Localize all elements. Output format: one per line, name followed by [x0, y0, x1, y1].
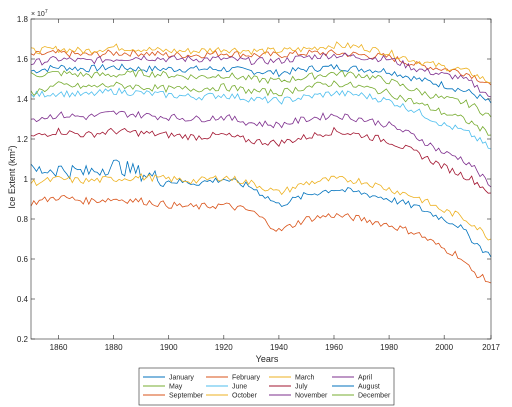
series-line-august — [30, 159, 492, 258]
x-tick-label: 1980 — [380, 343, 398, 352]
series-layer — [30, 41, 492, 284]
legend-item-april: April — [332, 375, 372, 382]
legend-item-november: November — [269, 393, 328, 400]
legend-label: February — [232, 375, 261, 382]
legend-item-june: June — [206, 384, 247, 391]
y-tick-label: 0.4 — [17, 295, 29, 304]
legend-item-march: March — [269, 375, 315, 382]
y-tick-label: 1.8 — [17, 15, 29, 24]
x-tick-label: 1920 — [215, 343, 233, 352]
ticks-layer: 1860 1880 1900 1920 1940 1960 1980 2000 2017 0.2 0… — [17, 15, 501, 352]
y-tick-label: 1.4 — [17, 95, 29, 104]
series-line-october — [30, 173, 492, 241]
legend-label: May — [169, 384, 183, 391]
y-multiplier-label: × 107 — [31, 9, 48, 18]
series-line-may — [30, 69, 492, 118]
plot-area — [31, 19, 491, 339]
x-tick-label: 1940 — [270, 343, 288, 352]
series-line-september — [30, 194, 492, 284]
x-axis-label: Years — [256, 354, 279, 364]
series-line-february — [30, 49, 492, 86]
y-tick-label: 0.2 — [17, 335, 29, 344]
legend-label: November — [295, 393, 328, 400]
legend-label: August — [358, 384, 380, 391]
x-tick-label: 1880 — [105, 343, 123, 352]
series-line-march — [30, 41, 492, 84]
legend-label: October — [232, 393, 258, 400]
y-axis-label-sup: 2 — [8, 148, 14, 151]
legend-items: January February March April May June July Augu… — [143, 375, 391, 400]
legend-label: July — [295, 384, 308, 391]
legend-label: April — [358, 375, 372, 382]
series-line-january — [30, 63, 492, 104]
legend-label: December — [358, 393, 391, 400]
legend-label: March — [295, 375, 315, 382]
legend: January February March April May June July Augu… — [138, 367, 395, 406]
legend-item-september: September — [143, 393, 204, 400]
series-line-july — [30, 126, 492, 194]
legend-item-august: August — [332, 384, 380, 391]
y-axis-label-tail: ) — [7, 145, 17, 148]
x-tick-label: 1960 — [325, 343, 343, 352]
y-tick-label: 1 — [24, 175, 29, 184]
y-tick-label: 0.6 — [17, 255, 29, 264]
series-line-november — [30, 110, 492, 188]
legend-item-may: May — [143, 384, 183, 391]
x-tick-label: 2017 — [482, 343, 500, 352]
legend-item-january: January — [143, 375, 194, 382]
x-tick-label: 2000 — [435, 343, 453, 352]
x-tick-label: 1860 — [50, 343, 68, 352]
y-axis-label: Ice Extent (km2) — [7, 145, 17, 208]
series-line-june — [30, 87, 492, 150]
y-multiplier-exponent: 7 — [45, 9, 48, 15]
legend-item-february: February — [206, 375, 261, 382]
legend-item-december: December — [332, 393, 391, 400]
y-tick-label: 0.8 — [17, 215, 29, 224]
series-line-december — [30, 80, 492, 136]
y-multiplier-base: × 10 — [31, 11, 45, 18]
y-axis-label-base: Ice Extent (km — [7, 151, 17, 209]
legend-label: January — [169, 375, 194, 382]
legend-item-july: July — [269, 384, 308, 391]
x-tick-label: 1900 — [160, 343, 178, 352]
series-line-april — [30, 52, 492, 98]
legend-label: September — [169, 393, 204, 400]
legend-item-october: October — [206, 393, 258, 400]
legend-label: June — [232, 384, 247, 391]
y-tick-label: 1.2 — [17, 135, 29, 144]
y-tick-label: 1.6 — [17, 55, 29, 64]
